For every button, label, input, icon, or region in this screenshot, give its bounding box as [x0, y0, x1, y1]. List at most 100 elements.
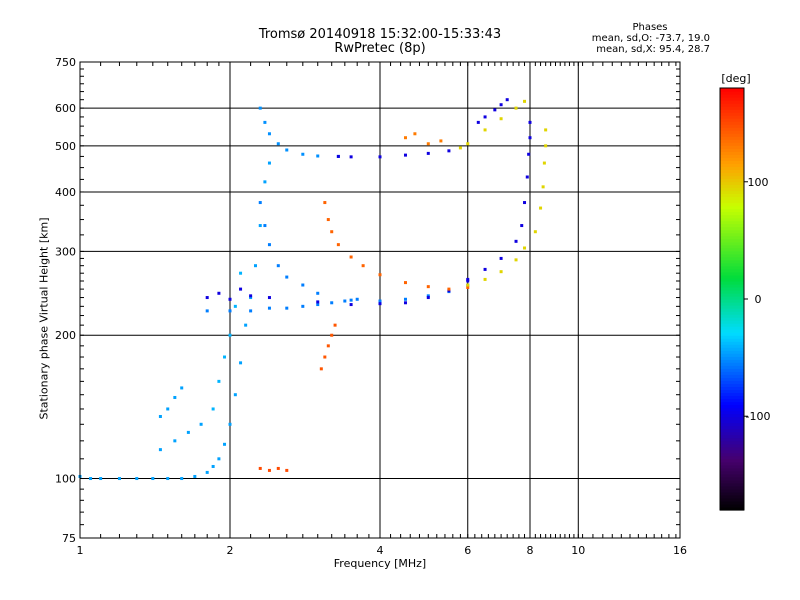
colorbar-segment — [720, 250, 744, 255]
colorbar-segment — [720, 434, 744, 439]
colorbar-segment — [720, 103, 744, 107]
data-point — [276, 466, 280, 470]
data-point — [447, 289, 451, 293]
colorbar-segment — [720, 145, 744, 149]
colorbar-segment — [720, 473, 744, 478]
colorbar-segment — [720, 440, 744, 445]
colorbar-segment — [720, 305, 744, 309]
colorbar-segment — [720, 151, 744, 155]
colorbar-segment — [720, 413, 744, 418]
colorbar-segment — [720, 226, 744, 231]
colorbar-segment — [720, 172, 744, 177]
colorbar-segment — [720, 232, 744, 237]
colorbar-segment — [720, 211, 744, 216]
data-point — [505, 98, 509, 102]
data-point — [276, 142, 280, 146]
data-points — [78, 98, 548, 481]
data-point — [447, 149, 451, 153]
data-point — [285, 275, 289, 279]
colorbar-segment — [720, 365, 744, 369]
data-point — [378, 302, 382, 306]
data-point — [316, 154, 320, 158]
data-point — [336, 154, 340, 158]
data-point — [323, 201, 327, 205]
colorbar-segment — [720, 425, 744, 430]
data-point — [263, 224, 267, 228]
colorbar-segment — [720, 419, 744, 424]
colorbar-segment — [720, 467, 744, 472]
colorbar-segment — [720, 302, 744, 306]
colorbar-segment — [720, 341, 744, 345]
colorbar-segment — [720, 314, 744, 318]
colorbar-segment — [720, 130, 744, 134]
colorbar-segment — [720, 479, 744, 484]
colorbar-segment — [720, 392, 744, 397]
colorbar-segment — [720, 494, 744, 499]
colorbar-segment — [720, 401, 744, 406]
colorbar-segment — [720, 196, 744, 201]
colorbar-segment — [720, 407, 744, 412]
colorbar-segment — [720, 175, 744, 180]
data-point — [439, 139, 443, 143]
colorbar-segment — [720, 256, 744, 261]
data-point — [228, 297, 232, 301]
colorbar-segment — [720, 271, 744, 276]
colorbar-segment — [720, 338, 744, 342]
data-point — [180, 386, 184, 390]
colorbar-segment — [720, 350, 744, 354]
data-point — [258, 201, 262, 205]
data-point — [330, 301, 334, 305]
phase-stats-o: mean, sd,O: -73.7, 19.0 — [591, 33, 710, 44]
colorbar-segment — [720, 187, 744, 192]
data-point — [158, 414, 162, 418]
colorbar-segment — [720, 317, 744, 321]
phase-stats-x: mean, sd,X: 95.4, 28.7 — [596, 44, 710, 55]
data-point — [166, 407, 170, 411]
colorbar-segment — [720, 133, 744, 137]
data-point — [217, 457, 221, 461]
colorbar-tick-label: 100 — [748, 176, 769, 189]
colorbar-segment — [720, 202, 744, 207]
data-point — [466, 283, 470, 287]
colorbar-segment — [720, 283, 744, 288]
data-point — [466, 279, 470, 283]
chart-subtitle: RwPretec (8p) — [334, 41, 426, 56]
colorbar-segment — [720, 181, 744, 186]
data-point — [426, 142, 430, 146]
colorbar-label: [deg] — [721, 72, 750, 85]
data-point — [258, 466, 262, 470]
x-tick-label: 2 — [227, 544, 234, 557]
colorbar-segment — [720, 223, 744, 228]
y-tick-label: 500 — [55, 140, 76, 153]
data-point — [239, 287, 243, 291]
colorbar-segment — [720, 485, 744, 490]
data-point — [413, 132, 417, 136]
data-point — [403, 281, 407, 285]
data-point — [99, 477, 103, 481]
colorbar-segment — [720, 295, 744, 300]
colorbar-segment — [720, 431, 744, 436]
data-point — [541, 185, 545, 189]
colorbar-segment — [720, 428, 744, 433]
data-point — [426, 151, 430, 155]
data-point — [267, 132, 271, 136]
data-point — [333, 323, 337, 327]
colorbar-segment — [720, 491, 744, 496]
data-point — [267, 468, 271, 472]
colorbar-segment — [720, 118, 744, 122]
data-point — [499, 256, 503, 260]
data-point — [539, 206, 543, 210]
colorbar-segment — [720, 422, 744, 427]
colorbar-segment — [720, 488, 744, 493]
y-tick-label: 200 — [55, 329, 76, 342]
colorbar-segment — [720, 503, 744, 508]
colorbar-segment — [720, 199, 744, 204]
data-point — [323, 355, 327, 359]
colorbar-segment — [720, 410, 744, 415]
colorbar-segment — [720, 214, 744, 219]
x-axis-title: Frequency [MHz] — [333, 557, 427, 570]
data-point — [193, 474, 197, 478]
data-point — [263, 180, 267, 184]
colorbar-segment — [720, 395, 744, 400]
colorbar-segment — [720, 386, 744, 391]
